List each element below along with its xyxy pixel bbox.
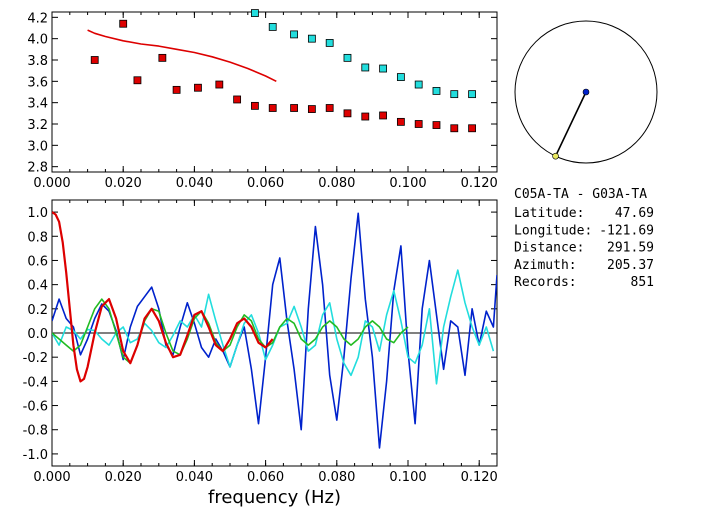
info-value: 291.59 [607, 241, 654, 256]
x-tick-label: 0.100 [389, 470, 426, 485]
azimuth-line [554, 91, 587, 157]
data-point-red [215, 80, 224, 89]
data-point-red [432, 121, 441, 129]
data-point-cyan [343, 53, 352, 62]
y-tick-label: 3.6 [27, 75, 48, 90]
data-point-red [414, 120, 423, 128]
remote-station-marker [552, 152, 559, 160]
data-point-red [361, 112, 370, 121]
data-point-cyan [379, 64, 387, 73]
y-tick-label: 2.8 [27, 161, 48, 176]
data-point-red [307, 105, 316, 113]
data-point-red [268, 104, 277, 112]
station-pair-label: C05A-TA - G03A-TA [514, 187, 647, 202]
x-tick-label: 0.040 [176, 176, 213, 191]
y-tick-label: 3.8 [27, 54, 48, 69]
data-point-cyan [414, 80, 423, 89]
y-tick-label: -0.8 [23, 424, 48, 439]
y-tick-label: -0.6 [23, 400, 48, 415]
data-point-cyan [468, 90, 476, 99]
data-point-red [325, 104, 334, 112]
center-station-marker [582, 88, 590, 96]
data-point-red [343, 109, 352, 118]
data-point-cyan [268, 23, 277, 31]
data-point-red [290, 104, 298, 112]
y-tick-label: -1.0 [23, 448, 48, 463]
series-line-red [87, 29, 277, 83]
data-point-cyan [307, 34, 316, 43]
y-tick-label: -0.4 [23, 375, 48, 390]
data-point-red [90, 56, 99, 64]
series-line-green [52, 298, 409, 365]
chart-panel-1 [51, 199, 498, 467]
x-tick-label: 0.120 [461, 470, 498, 485]
data-point-cyan [361, 63, 370, 72]
x-tick-label: 0.100 [389, 176, 426, 191]
y-tick-label: 4.0 [27, 33, 48, 48]
x-tick-label: 0.120 [461, 176, 498, 191]
data-point-red [194, 83, 202, 92]
map-circle [514, 20, 658, 164]
info-label: Latitude: [514, 206, 584, 221]
data-point-red [133, 76, 142, 85]
x-tick-label: 0.060 [247, 176, 284, 191]
info-label: Distance: [514, 241, 584, 256]
data-point-red [172, 85, 181, 94]
x-tick-label: 0.000 [33, 176, 70, 191]
series-line-blue [52, 212, 497, 449]
data-point-red [158, 53, 167, 62]
data-point-red [233, 95, 242, 104]
info-label: Longitude: [514, 223, 592, 238]
data-point-red [119, 19, 128, 28]
y-tick-label: 3.4 [27, 97, 48, 112]
y-tick-label: 0.4 [27, 279, 48, 294]
data-point-cyan [432, 87, 441, 95]
y-tick-label: 0.2 [27, 303, 48, 318]
data-point-cyan [450, 90, 459, 99]
x-tick-label: 0.080 [318, 176, 355, 191]
info-label: Azimuth: [514, 258, 577, 273]
data-point-red [468, 124, 476, 133]
data-point-cyan [290, 30, 298, 39]
chart-panel-0 [51, 9, 498, 173]
y-tick-label: 3.0 [27, 139, 48, 154]
y-tick-label: 4.2 [27, 11, 48, 26]
y-tick-label: 0.8 [27, 230, 48, 245]
y-tick-label: 3.2 [27, 118, 48, 133]
series-line-cyan [52, 269, 495, 385]
data-point-red [379, 111, 387, 120]
y-tick-label: -0.2 [23, 351, 48, 366]
x-tick-label: 0.040 [176, 470, 213, 485]
x-tick-label: 0.060 [247, 470, 284, 485]
data-point-red [251, 101, 259, 110]
y-tick-label: 0.6 [27, 254, 48, 269]
x-tick-label: 0.080 [318, 470, 355, 485]
data-point-cyan [325, 39, 334, 47]
info-value: 47.69 [615, 206, 654, 221]
data-point-red [450, 124, 459, 133]
y-tick-label: 1.0 [27, 206, 48, 221]
x-tick-label: 0.000 [33, 470, 70, 485]
series-line-red [52, 211, 274, 383]
info-label: Records: [514, 275, 577, 290]
plot-frame [51, 11, 498, 173]
x-tick-label: 0.020 [105, 470, 142, 485]
y-tick-label: 0.0 [27, 327, 48, 342]
info-value: 205.37 [607, 258, 654, 273]
data-point-cyan [251, 9, 259, 17]
data-point-cyan [396, 73, 405, 81]
x-axis-label: frequency (Hz) [208, 487, 341, 508]
info-value: -121.69 [599, 223, 654, 238]
info-value: 851 [631, 275, 654, 290]
x-tick-label: 0.020 [105, 176, 142, 191]
data-point-red [396, 117, 405, 126]
